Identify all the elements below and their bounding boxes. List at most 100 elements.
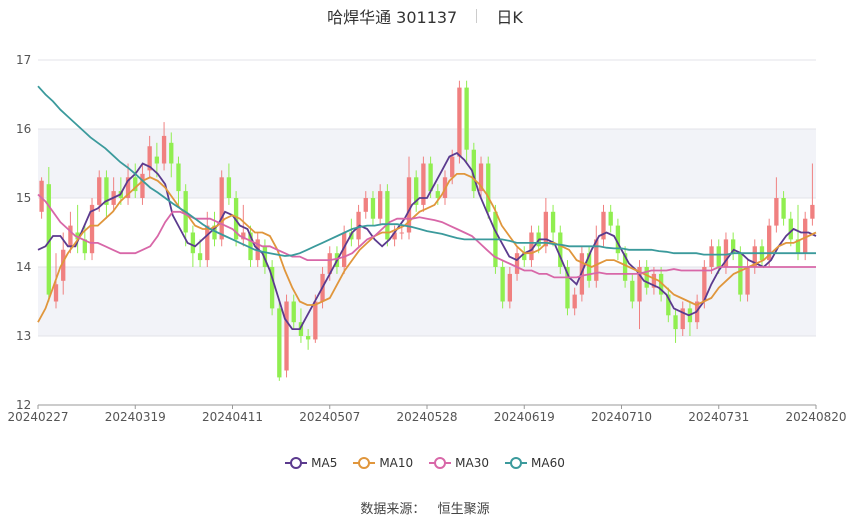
candle-body — [615, 225, 621, 254]
legend-item-ma10[interactable]: MA10 — [353, 456, 413, 470]
candle-body — [486, 163, 491, 212]
candle-body — [219, 177, 224, 240]
legend-item-ma30[interactable]: MA30 — [429, 456, 489, 470]
legend-label: MA5 — [311, 456, 338, 470]
candle-body — [723, 239, 729, 267]
candle-body — [363, 198, 368, 212]
series-line-ma60 — [37, 85, 816, 257]
legend-item-ma60[interactable]: MA60 — [505, 456, 565, 470]
x-tick-label: 20240319 — [105, 410, 166, 424]
candle-body — [133, 177, 138, 192]
y-tick-label: 17 — [16, 53, 31, 67]
chart-legend: MA5 MA10 MA30 MA60 — [0, 456, 850, 472]
candle-body — [68, 225, 73, 247]
legend-label: MA60 — [531, 456, 565, 470]
candle-body — [586, 253, 592, 281]
candle-body — [543, 211, 549, 247]
candle-body — [414, 177, 419, 205]
candle-body — [608, 211, 613, 226]
candle-body — [522, 253, 527, 261]
candle-body — [702, 267, 707, 302]
candle-body — [630, 280, 635, 302]
period-label[interactable]: 日K — [496, 8, 523, 27]
legend-label: MA10 — [379, 456, 414, 470]
x-tick-label: 20240820 — [785, 410, 846, 424]
candle-body — [125, 177, 131, 198]
candle-body — [291, 301, 296, 323]
candle-body — [97, 177, 102, 205]
candle-body — [406, 177, 412, 233]
candle-body — [601, 211, 606, 240]
candle-body — [140, 173, 145, 198]
candle-body — [190, 232, 196, 254]
candle-body — [75, 232, 80, 240]
candle-body — [558, 232, 563, 267]
candle-body — [226, 177, 232, 198]
legend-swatch-icon — [285, 457, 308, 469]
candle-body — [651, 273, 657, 288]
candle-body — [89, 204, 95, 254]
x-tick-label: 20240507 — [299, 410, 360, 424]
x-tick-label: 20240227 — [7, 410, 68, 424]
candle-body — [507, 273, 513, 302]
candle-body — [104, 177, 109, 205]
candle-body — [795, 239, 801, 254]
candle-body — [788, 218, 793, 240]
candle-body — [774, 198, 779, 226]
x-tick-label: 20240710 — [591, 410, 652, 424]
candle-body — [154, 156, 160, 164]
candle-body — [147, 146, 152, 171]
candle-body — [169, 142, 174, 164]
series-line-ma5 — [37, 152, 817, 331]
candle-body — [457, 87, 462, 157]
y-tick-label: 15 — [16, 191, 31, 205]
stock-name-code: 哈焊华通 301137 — [327, 8, 458, 27]
candle-body — [378, 191, 383, 219]
candle-body — [370, 198, 376, 219]
x-tick-label: 20240731 — [688, 410, 749, 424]
x-tick-label: 20240528 — [396, 410, 457, 424]
candle-body — [392, 232, 397, 240]
candle-body — [450, 156, 455, 178]
candle-body — [500, 267, 505, 302]
x-tick-label: 20240619 — [494, 410, 555, 424]
legend-label: MA30 — [455, 456, 490, 470]
candle-body — [262, 246, 268, 267]
candle-body — [810, 204, 815, 219]
candle-body — [421, 163, 426, 205]
candle-body — [313, 301, 318, 340]
candle-body — [514, 253, 520, 274]
candle-body — [241, 232, 246, 240]
candle-body — [39, 180, 44, 212]
y-tick-label: 13 — [16, 329, 31, 343]
y-tick-label: 16 — [16, 122, 31, 136]
candle-body — [46, 184, 51, 295]
candle-body — [767, 225, 772, 261]
legend-item-ma5[interactable]: MA5 — [285, 456, 337, 470]
candle-body — [803, 218, 808, 254]
candle-body — [161, 135, 167, 164]
legend-swatch-icon — [505, 457, 528, 469]
legend-swatch-icon — [429, 457, 452, 469]
candle-body — [716, 246, 721, 267]
candle-body — [61, 249, 66, 281]
candle-body — [572, 294, 577, 309]
candle-body — [666, 294, 671, 316]
candle-body — [464, 87, 469, 150]
candle-body — [327, 253, 332, 274]
candle-body — [176, 163, 181, 192]
candle-body — [673, 315, 678, 330]
candle-body — [529, 232, 534, 261]
candle-body — [738, 253, 743, 295]
candle-body — [298, 322, 304, 336]
x-tick-label: 20240411 — [202, 410, 263, 424]
grid-band — [38, 267, 816, 336]
candle-body — [709, 246, 714, 267]
candle-body — [212, 225, 217, 240]
grid-band — [38, 129, 816, 198]
candle-body — [248, 232, 253, 261]
candle-body — [428, 163, 433, 192]
candle-body — [284, 301, 289, 371]
candle-body — [594, 239, 599, 281]
